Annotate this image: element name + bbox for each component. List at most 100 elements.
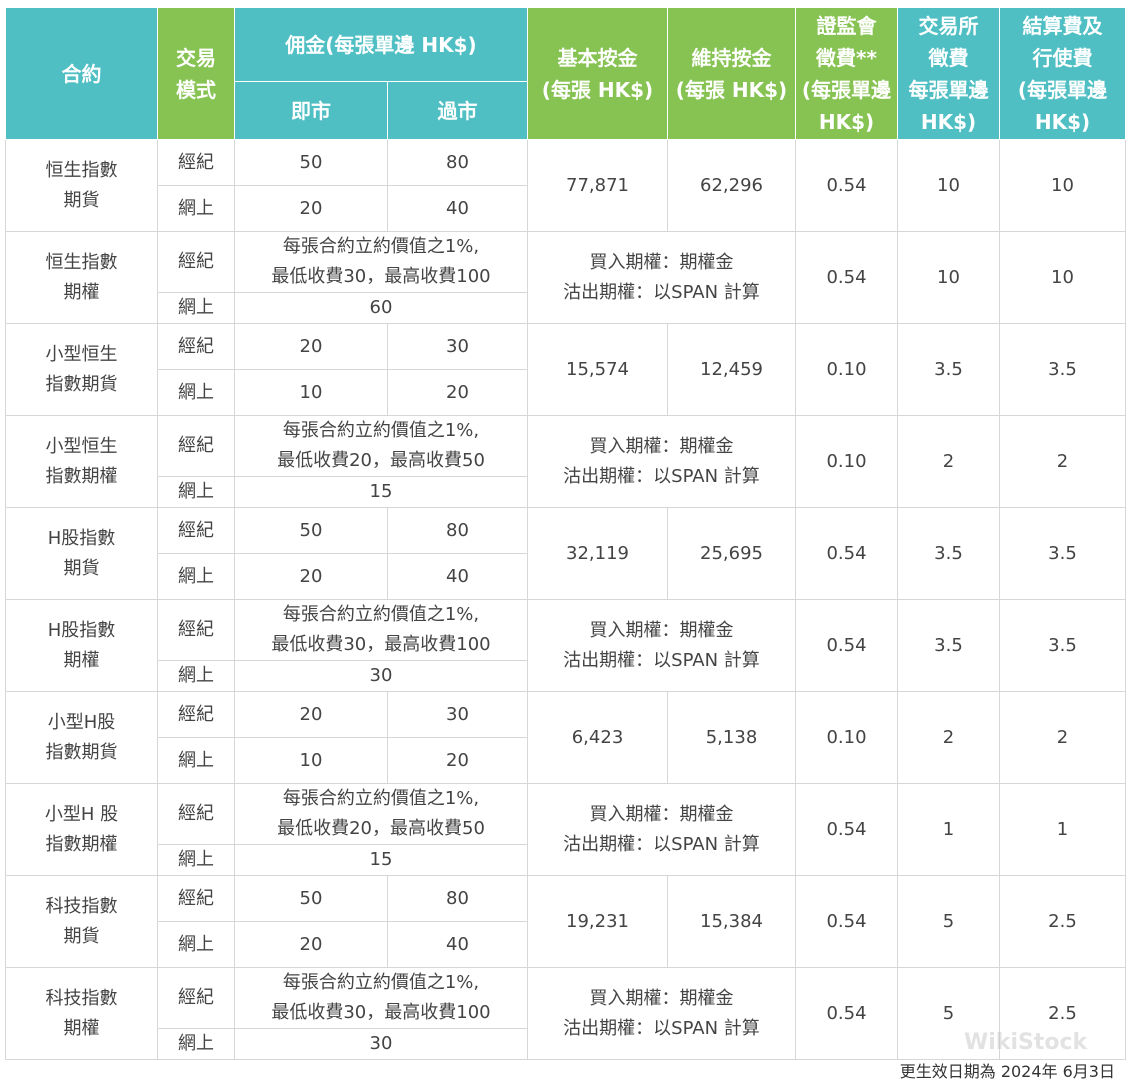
clearing-fee: 10 (999, 139, 1126, 232)
mode-broker: 經紀 (157, 967, 235, 1029)
clearing-fee: 3.5 (999, 507, 1126, 600)
initial-margin: 77,871 (527, 139, 668, 232)
mode-online: 網上 (157, 1028, 235, 1060)
broker-intraday-commission: 50 (234, 507, 388, 554)
table-row: 網上 15 (6, 476, 1126, 508)
mode-broker: 經紀 (157, 231, 235, 293)
table-row: 網上 30 (6, 660, 1126, 692)
clearing-fee: 10 (999, 231, 1126, 324)
mode-online: 網上 (157, 737, 235, 784)
online-overnight-commission: 20 (387, 737, 528, 784)
header-intraday: 即市 (234, 81, 388, 140)
exchange-fee: 2 (897, 691, 1000, 784)
sfc-levy: 0.54 (795, 967, 898, 1060)
broker-overnight-commission: 80 (387, 139, 528, 186)
mode-broker: 經紀 (157, 691, 235, 738)
clearing-fee: 2 (999, 415, 1126, 508)
table-row: H股指數 期權 經紀 每張合約立約價值之1%, 最低收費30，最高收費100 買入期權：期… (5, 599, 1126, 692)
online-commission: 15 (234, 476, 528, 508)
online-overnight-commission: 40 (387, 921, 528, 968)
online-commission: 30 (234, 1028, 528, 1060)
option-margin: 買入期權：期權金 沽出期權：以SPAN 計算 (527, 231, 796, 324)
table-row: 恒生指數 期權 經紀 每張合約立約價值之1%, 最低收費30，最高收費100 買入期權：期… (5, 231, 1126, 324)
clearing-fee: 2.5 (999, 875, 1126, 968)
mode-broker: 經紀 (157, 507, 235, 554)
clearing-fee: 2.5 (999, 967, 1126, 1060)
exchange-fee: 3.5 (897, 507, 1000, 600)
mode-online: 網上 (157, 660, 235, 692)
mode-broker: 經紀 (157, 599, 235, 661)
table-row: 小型H股 指數期貨 經紀 20 30 6,423 5,138 0.10 2 2 (5, 691, 1126, 784)
clearing-fee: 3.5 (999, 599, 1126, 692)
initial-margin: 19,231 (527, 875, 668, 968)
online-intraday-commission: 10 (234, 737, 388, 784)
table-row: 小型恒生 指數期權 經紀 每張合約立約價值之1%, 最低收費20，最高收費50 買入期權：… (5, 415, 1126, 508)
contract-name: 恒生指數 期權 (5, 231, 158, 324)
broker-overnight-commission: 30 (387, 323, 528, 370)
sfc-levy: 0.54 (795, 139, 898, 232)
table-body: 恒生指數 期貨 經紀 50 80 77,871 62,296 0.54 10 10 網上 20 40 恒生… (5, 139, 1126, 1060)
contract-name: 小型恒生 指數期貨 (5, 323, 158, 416)
exchange-fee: 10 (897, 231, 1000, 324)
broker-overnight-commission: 80 (387, 507, 528, 554)
mode-broker: 經紀 (157, 323, 235, 370)
broker-overnight-commission: 80 (387, 875, 528, 922)
exchange-fee: 2 (897, 415, 1000, 508)
maintenance-margin: 62,296 (667, 139, 796, 232)
exchange-fee: 10 (897, 139, 1000, 232)
contract-name: 小型H股 指數期貨 (5, 691, 158, 784)
header-commission: 佣金(每張單邊 HK$) (234, 7, 528, 82)
contract-name: 小型恒生 指數期權 (5, 415, 158, 508)
header-initial-margin: 基本按金 (每張 HK$) (527, 7, 668, 140)
mode-online: 網上 (157, 185, 235, 232)
broker-commission: 每張合約立約價值之1%, 最低收費20，最高收費50 (234, 783, 528, 845)
mode-online: 網上 (157, 476, 235, 508)
mode-broker: 經紀 (157, 139, 235, 186)
header-overnight: 過市 (387, 81, 528, 140)
clearing-fee: 2 (999, 691, 1126, 784)
table-row: 網上 20 40 (6, 921, 1126, 968)
table-header: 合約 交易 模式 佣金(每張單邊 HK$) 基本按金 (每張 HK$) 維持按金… (5, 7, 1126, 140)
table-row: 小型H 股指數期權 經紀 每張合約立約價值之1%, 最低收費20，最高收費50 買入期權… (5, 783, 1126, 876)
option-margin: 買入期權：期權金 沽出期權：以SPAN 計算 (527, 967, 796, 1060)
online-intraday-commission: 20 (234, 185, 388, 232)
sfc-levy: 0.54 (795, 231, 898, 324)
contract-name: 恒生指數 期貨 (5, 139, 158, 232)
mode-online: 網上 (157, 292, 235, 324)
exchange-fee: 3.5 (897, 599, 1000, 692)
initial-margin: 6,423 (527, 691, 668, 784)
watermark: WikiStock (964, 1030, 1088, 1055)
header-mode: 交易 模式 (157, 7, 235, 140)
table-row: 恒生指數 期貨 經紀 50 80 77,871 62,296 0.54 10 10 (5, 139, 1126, 232)
table-row: 網上 30 (6, 1028, 1126, 1060)
broker-intraday-commission: 20 (234, 323, 388, 370)
initial-margin: 32,119 (527, 507, 668, 600)
mode-online: 網上 (157, 921, 235, 968)
sfc-levy: 0.54 (795, 599, 898, 692)
broker-intraday-commission: 50 (234, 139, 388, 186)
clearing-fee: 1 (999, 783, 1126, 876)
mode-broker: 經紀 (157, 875, 235, 922)
broker-intraday-commission: 20 (234, 691, 388, 738)
table-row: 網上 20 40 (6, 553, 1126, 600)
header-maintenance-margin: 維持按金 (每張 HK$) (667, 7, 796, 140)
header-clearing-fee: 結算費及 行使費 (每張單邊 HK$) (999, 7, 1126, 140)
table-row: 科技指數 期貨 經紀 50 80 19,231 15,384 0.54 5 2.5 (5, 875, 1126, 968)
table-row: H股指數 期貨 經紀 50 80 32,119 25,695 0.54 3.5 3.5 (5, 507, 1126, 600)
option-margin: 買入期權：期權金 沽出期權：以SPAN 計算 (527, 599, 796, 692)
sfc-levy: 0.10 (795, 691, 898, 784)
online-commission: 30 (234, 660, 528, 692)
effective-date-note: 更生效日期為 2024年 6月3日 (899, 1062, 1115, 1081)
header-exchange-fee: 交易所 徵費 每張單邊 HK$) (897, 7, 1000, 140)
online-commission: 60 (234, 292, 528, 324)
contract-name: H股指數 期貨 (5, 507, 158, 600)
mode-online: 網上 (157, 844, 235, 876)
exchange-fee: 1 (897, 783, 1000, 876)
header-sfc-levy: 證監會 徵費** (每張單邊 HK$) (795, 7, 898, 140)
maintenance-margin: 12,459 (667, 323, 796, 416)
table-row: 網上 60 (6, 292, 1126, 324)
broker-commission: 每張合約立約價值之1%, 最低收費30，最高收費100 (234, 599, 528, 661)
table-row: 網上 10 20 (6, 369, 1126, 416)
online-commission: 15 (234, 844, 528, 876)
maintenance-margin: 15,384 (667, 875, 796, 968)
